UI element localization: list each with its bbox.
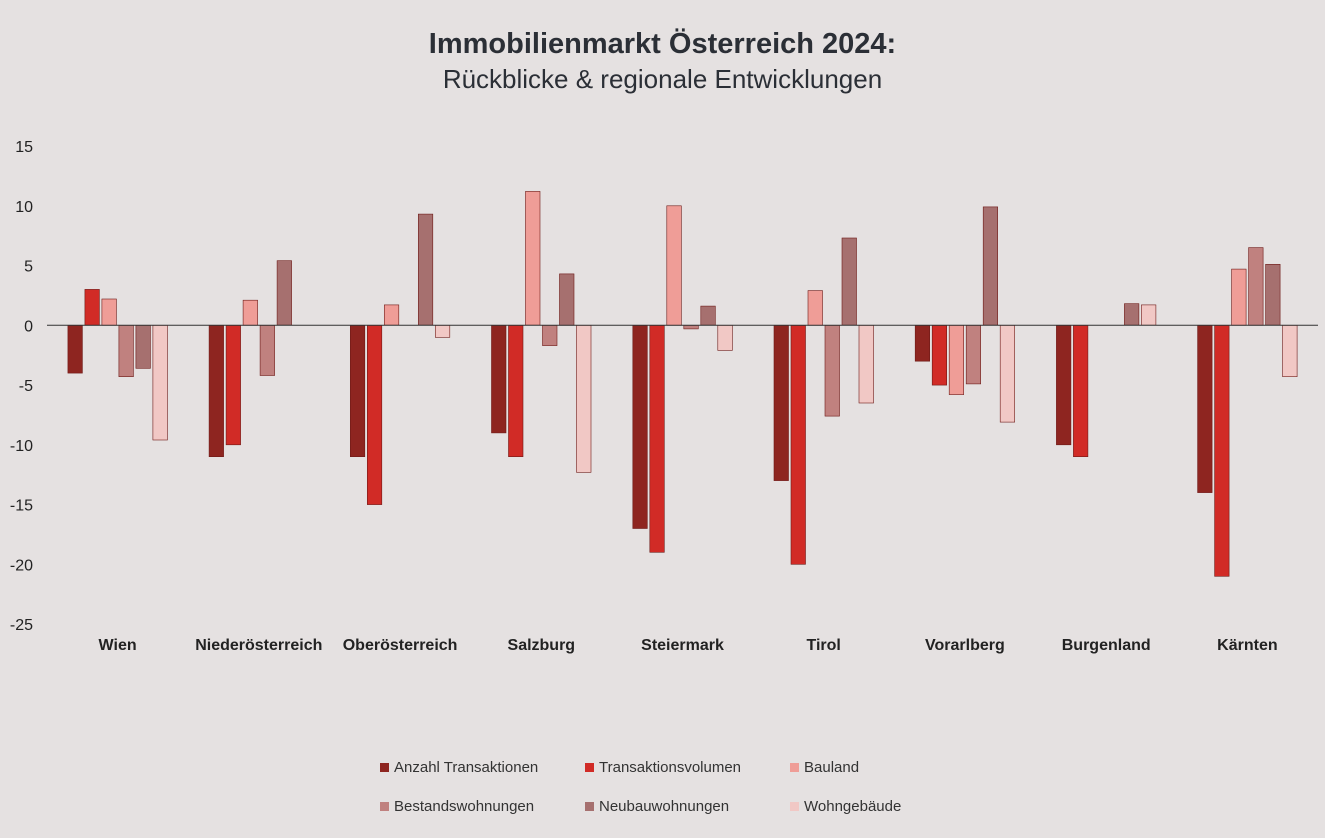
legend-swatch xyxy=(585,762,594,772)
bar-oberösterreich-series-1 xyxy=(366,324,383,505)
bar-burgenland-series-5 xyxy=(1141,304,1157,326)
legend-item: Bestandswohnungen xyxy=(380,796,585,816)
bar-kärnten-series-3 xyxy=(1248,247,1264,326)
bar-salzburg-series-2 xyxy=(525,191,541,326)
bar-niederösterreich-series-3 xyxy=(259,324,275,376)
legend-swatch xyxy=(585,801,594,811)
bar-steiermark-series-3 xyxy=(683,324,699,330)
legend-item: Bauland xyxy=(790,757,940,777)
bar-vorarlberg-series-5 xyxy=(999,324,1016,423)
chart-subtitle: Rückblicke & regionale Entwicklungen xyxy=(442,64,883,94)
bar-salzburg-series-1 xyxy=(508,324,524,457)
x-category-label: Salzburg xyxy=(508,637,576,654)
bar-niederösterreich-series-2 xyxy=(242,299,258,326)
legend-item: Wohngebäude xyxy=(790,796,940,816)
x-category-label: Kärnten xyxy=(1217,637,1277,654)
legend-label: Bauland xyxy=(804,758,860,776)
bar-kärnten-series-5 xyxy=(1282,324,1298,377)
bar-steiermark-series-2 xyxy=(666,205,682,326)
legend-swatch xyxy=(380,762,389,772)
bar-vorarlberg-series-0 xyxy=(914,324,931,362)
bar-burgenland-series-1 xyxy=(1073,324,1089,457)
bar-tirol-series-4 xyxy=(841,237,857,326)
bar-niederösterreich-series-4 xyxy=(276,260,292,326)
bar-tirol-series-0 xyxy=(773,324,789,481)
bar-oberösterreich-series-2 xyxy=(383,304,400,326)
bar-wien-series-4 xyxy=(135,324,151,369)
bar-tirol-series-5 xyxy=(858,324,874,404)
bar-salzburg-series-4 xyxy=(559,273,575,326)
bar-oberösterreich-series-0 xyxy=(349,324,366,457)
y-tick-label: 5 xyxy=(24,259,33,276)
legend-swatch xyxy=(380,801,389,811)
bar-steiermark-series-0 xyxy=(632,324,648,529)
y-tick-label: 0 xyxy=(24,318,33,335)
x-category-label: Oberösterreich xyxy=(343,637,458,654)
x-category-label: Burgenland xyxy=(1062,637,1151,654)
legend-item: Transaktionsvolumen xyxy=(585,757,790,777)
bar-wien-series-3 xyxy=(118,324,134,377)
legend-swatch xyxy=(790,762,799,772)
bar-vorarlberg-series-4 xyxy=(982,206,999,326)
bar-salzburg-series-0 xyxy=(491,324,507,434)
legend-label: Anzahl Transaktionen xyxy=(394,758,539,776)
bar-burgenland-series-4 xyxy=(1124,303,1140,326)
bar-kärnten-series-1 xyxy=(1214,324,1230,577)
chart-legend: Anzahl Transaktionen Transaktionsvolumen B… xyxy=(380,757,940,816)
bar-tirol-series-2 xyxy=(807,290,823,326)
bar-oberösterreich-series-5 xyxy=(434,324,451,338)
bar-steiermark-series-1 xyxy=(649,324,665,553)
bar-vorarlberg-series-3 xyxy=(965,324,982,385)
bar-wien-series-5 xyxy=(152,324,168,441)
y-tick-label: -15 xyxy=(10,498,33,515)
x-category-label: Niederösterreich xyxy=(195,637,322,654)
bar-niederösterreich-series-1 xyxy=(225,324,241,446)
legend-item: Neubauwohnungen xyxy=(585,796,790,816)
y-tick-label: 10 xyxy=(15,199,33,216)
bar-vorarlberg-series-2 xyxy=(948,324,965,395)
legend-item: Anzahl Transaktionen xyxy=(380,757,585,777)
x-category-label: Steiermark xyxy=(641,637,724,654)
x-category-label: Vorarlberg xyxy=(925,637,1005,654)
bar-steiermark-series-4 xyxy=(700,305,716,326)
bar-kärnten-series-2 xyxy=(1231,268,1247,326)
y-tick-label: 15 xyxy=(15,139,33,156)
legend-label: Transaktionsvolumen xyxy=(599,758,742,776)
bar-kärnten-series-0 xyxy=(1197,324,1213,493)
bar-vorarlberg-series-1 xyxy=(931,324,948,386)
y-tick-label: -20 xyxy=(10,557,33,574)
legend-label: Bestandswohnungen xyxy=(394,797,535,815)
bar-steiermark-series-5 xyxy=(717,324,733,351)
x-category-label: Wien xyxy=(99,637,137,654)
bar-kärnten-series-4 xyxy=(1265,263,1281,326)
bar-wien-series-0 xyxy=(67,324,83,374)
y-tick-label: -10 xyxy=(10,438,33,455)
bar-niederösterreich-series-0 xyxy=(208,324,224,457)
y-tick-label: -25 xyxy=(10,617,33,634)
bar-tirol-series-3 xyxy=(824,324,840,417)
legend-label: Wohngebäude xyxy=(804,797,902,815)
bar-wien-series-2 xyxy=(101,298,117,326)
bar-tirol-series-1 xyxy=(790,324,806,565)
x-category-label: Tirol xyxy=(807,637,841,654)
chart-title-block: Immobilienmarkt Österreich 2024: Rückbli… xyxy=(0,26,1325,96)
bar-salzburg-series-5 xyxy=(576,324,592,473)
y-tick-label: -5 xyxy=(19,378,33,395)
bar-oberösterreich-series-4 xyxy=(417,213,434,326)
bar-salzburg-series-3 xyxy=(542,324,558,346)
legend-label: Neubauwohnungen xyxy=(599,797,730,815)
bar-wien-series-1 xyxy=(84,289,100,326)
bar-burgenland-series-0 xyxy=(1056,324,1072,446)
chart-title: Immobilienmarkt Österreich 2024: xyxy=(428,28,897,60)
legend-swatch xyxy=(790,801,799,811)
